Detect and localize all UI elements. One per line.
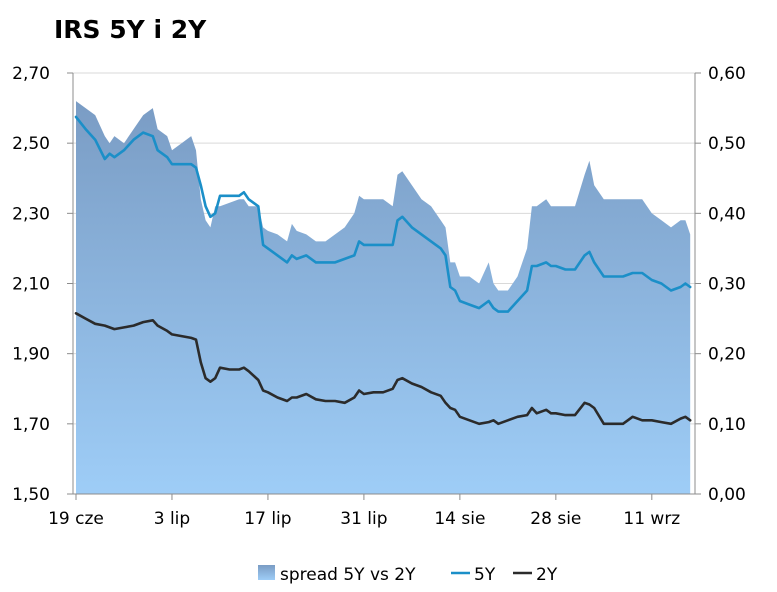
legend: spread 5Y vs 2Y 5Y 2Y — [258, 565, 558, 585]
y-right-tick-label: 0,20 — [708, 345, 746, 365]
x-tick-label: 31 lip — [340, 509, 387, 529]
y-right-tick-label: 0,50 — [708, 134, 746, 154]
y-left-tick-label: 2,50 — [12, 134, 50, 154]
chart-title: IRS 5Y i 2Y — [54, 15, 207, 44]
y-right-tick-label: 0,00 — [708, 485, 746, 505]
y-right-tick-label: 0,40 — [708, 204, 746, 224]
legend-label-5y: 5Y — [474, 565, 496, 585]
y-left-tick-label: 1,90 — [12, 345, 50, 365]
y-right-tick-label: 0,60 — [708, 64, 746, 84]
x-tick-label: 14 sie — [434, 509, 485, 529]
y-axis-left-ticks: 1,50 1,70 1,90 2,10 2,30 2,50 2,70 — [12, 64, 50, 505]
series-spread-area — [76, 101, 691, 494]
y-left-tick-label: 2,10 — [12, 275, 50, 295]
x-tick-label: 3 lip — [154, 509, 190, 529]
series-2y-line — [74, 311, 692, 426]
x-axis-ticks: 19 cze 3 lip 17 lip 31 lip 14 sie 28 sie 11 wr… — [48, 509, 680, 529]
x-tick-label: 17 lip — [244, 509, 291, 529]
x-tick-label: 19 cze — [48, 509, 104, 529]
series-5y-line — [74, 115, 692, 313]
y-right-tick-label: 0,30 — [708, 275, 746, 295]
x-tick-label: 28 sie — [530, 509, 581, 529]
y-left-tick-label: 1,50 — [12, 485, 50, 505]
legend-swatch-spread — [258, 565, 275, 580]
plot-area — [74, 101, 692, 494]
y-left-tick-label: 2,70 — [12, 64, 50, 84]
legend-label-2y: 2Y — [536, 565, 558, 585]
y-right-tick-label: 0,10 — [708, 415, 746, 435]
y-axis-right-ticks: 0,00 0,10 0,20 0,30 0,40 0,50 0,60 — [708, 64, 746, 505]
axes — [67, 72, 701, 500]
legend-label-spread: spread 5Y vs 2Y — [280, 565, 416, 585]
x-tick-label: 11 wrz — [623, 509, 680, 529]
y-left-tick-label: 2,30 — [12, 204, 50, 224]
y-left-tick-label: 1,70 — [12, 415, 50, 435]
